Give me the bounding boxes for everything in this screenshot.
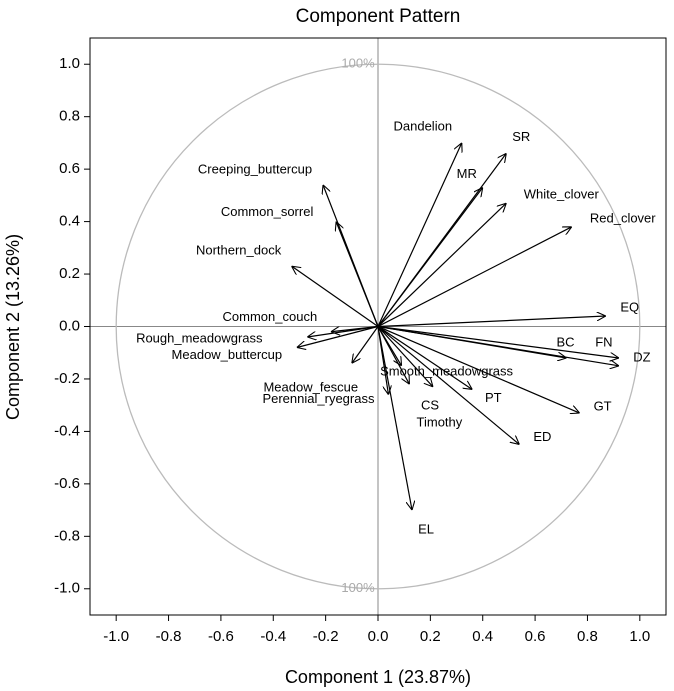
y-tick-label: 0.6: [59, 160, 80, 177]
x-tick-label: 0.0: [368, 628, 389, 645]
chart-title: Component Pattern: [296, 6, 461, 27]
loading-arrow: [377, 316, 606, 328]
y-tick-label: 0.8: [59, 108, 80, 125]
arrow-label: Northern_dock: [196, 243, 282, 258]
loading-arrow: [292, 266, 379, 327]
loading-arrow: [323, 185, 379, 327]
arrow-label: EQ: [620, 299, 639, 314]
loading-arrow: [377, 187, 483, 327]
arrow-label: Red_clover: [590, 210, 656, 225]
arrow-label: BC: [556, 334, 574, 349]
arrow-label: White_clover: [524, 187, 600, 202]
loading-arrow: [377, 143, 462, 327]
loading-arrow: [377, 203, 506, 327]
x-tick-label: -0.8: [156, 628, 182, 645]
arrow-label: PT: [485, 390, 502, 405]
y-tick-label: 0.2: [59, 265, 80, 282]
arrow-label: Common_sorrel: [221, 204, 314, 219]
y-tick-label: -0.8: [54, 527, 80, 544]
loading-arrow: [377, 325, 580, 414]
x-tick-label: -0.6: [208, 628, 234, 645]
y-tick-label: -1.0: [54, 580, 80, 597]
arrow-label: Meadow_fescue: [263, 380, 358, 395]
x-tick-label: 0.4: [472, 628, 493, 645]
loading-arrow: [377, 326, 388, 395]
arrow-label: SR: [512, 129, 530, 144]
loading-arrow: [297, 325, 379, 348]
arrow-label: FN: [595, 334, 612, 349]
loading-arrow: [377, 326, 519, 445]
x-tick-label: -0.2: [313, 628, 339, 645]
y-tick-label: -0.6: [54, 475, 80, 492]
arrow-label: Meadow_buttercup: [172, 347, 283, 362]
reference-circle: [115, 63, 641, 590]
arrow-label: ED: [533, 429, 551, 444]
loading-arrow: [377, 325, 619, 358]
loading-arrow: [377, 326, 402, 366]
x-tick-label: 0.6: [525, 628, 546, 645]
arrow-label: GT: [594, 398, 612, 413]
plot-frame: [89, 37, 667, 616]
arrow-label: MR: [457, 166, 477, 181]
arrow-label: Common_couch: [223, 309, 318, 324]
y-tick-label: -0.4: [54, 422, 80, 439]
y-tick-label: 1.0: [59, 55, 80, 72]
arrow-label: DZ: [633, 349, 650, 364]
x-tick-label: -1.0: [103, 628, 129, 645]
arrow-label: Perennial_ryegrass: [262, 391, 375, 406]
arrow-label: Timothy: [417, 415, 463, 430]
loading-arrow: [307, 325, 379, 337]
arrow-label: CS: [421, 397, 439, 412]
arrow-label: Dandelion: [394, 118, 453, 133]
arrow-label: Creeping_buttercup: [198, 161, 312, 176]
loading-arrow: [377, 326, 412, 511]
circle-label: 100%: [341, 580, 375, 595]
arrow-label: Rough_meadowgrass: [136, 330, 263, 345]
x-tick-label: 0.2: [420, 628, 441, 645]
loading-arrow: [377, 227, 572, 328]
y-tick-label: 0.0: [59, 317, 80, 334]
x-tick-label: 1.0: [629, 628, 650, 645]
loading-arrow: [377, 326, 472, 390]
y-tick-label: -0.2: [54, 370, 80, 387]
circle-label: 100%: [341, 56, 375, 71]
arrow-label: Smooth_meadowgrass: [380, 363, 513, 378]
loading-arrow: [352, 326, 379, 364]
arrow-label: EL: [418, 522, 434, 537]
loading-arrow: [377, 326, 433, 387]
loading-arrow: [377, 325, 619, 366]
y-tick-label: 0.4: [59, 213, 80, 230]
y-axis-title: Component 2 (13.26%): [3, 234, 23, 420]
x-tick-label: 0.8: [577, 628, 598, 645]
x-axis-title: Component 1 (23.87%): [285, 667, 471, 687]
x-tick-label: -0.4: [260, 628, 286, 645]
